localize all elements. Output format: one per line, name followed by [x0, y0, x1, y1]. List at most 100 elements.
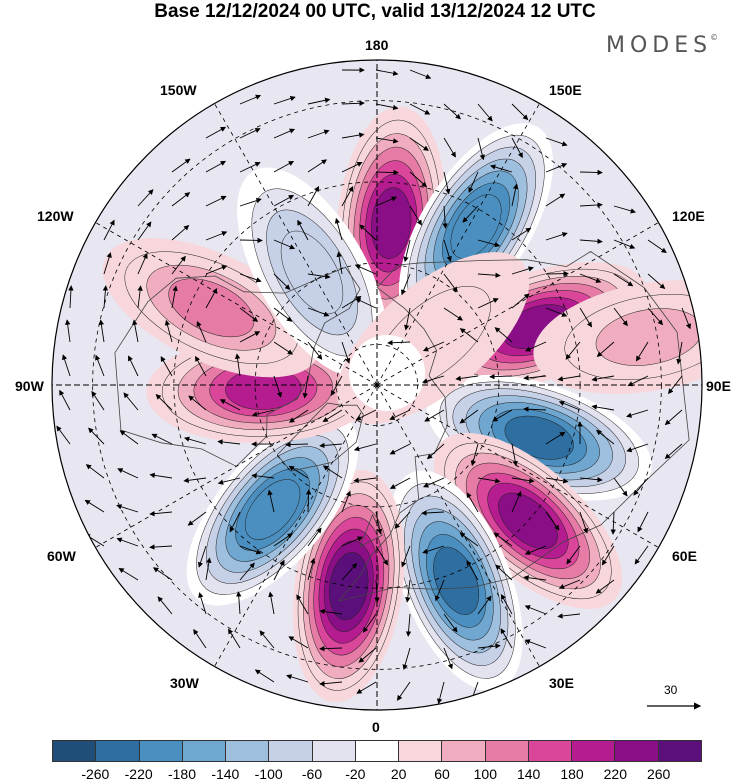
colorbar-swatch — [182, 741, 227, 761]
wind-vector — [132, 319, 139, 343]
wind-vector — [375, 169, 399, 176]
meridian — [95, 384, 378, 548]
wind-vector — [422, 545, 445, 554]
wind-vector — [149, 510, 173, 517]
colorbar-swatch — [528, 741, 573, 761]
colorbar-tick-label: 60 — [434, 766, 450, 782]
wind-vector — [579, 169, 603, 176]
wind-vector — [613, 239, 636, 249]
anomaly-contour — [168, 278, 255, 338]
wind-vector — [402, 647, 411, 670]
wind-vector — [171, 224, 190, 241]
wind-vector — [91, 390, 105, 411]
wind-vector — [259, 630, 275, 649]
wind-vector — [591, 404, 615, 411]
wind-vector — [103, 219, 115, 241]
wind-vector — [558, 400, 581, 411]
wind-vector — [470, 443, 479, 467]
colorbar-tick-label: -20 — [345, 766, 366, 782]
wind-vector — [403, 239, 411, 263]
colorbar-labels: -260 -220 -180 -140 -100 -60 -20 20 60 100 140 180 2… — [52, 766, 702, 782]
wind-vector — [273, 239, 296, 250]
wind-vector — [205, 195, 227, 207]
wind-vector — [330, 375, 343, 396]
meridian — [214, 103, 378, 386]
wind-vector — [389, 409, 411, 420]
wind-vector — [217, 439, 241, 445]
wind-vector — [558, 579, 581, 590]
wind-vector — [664, 409, 683, 426]
wind-vector — [273, 307, 293, 322]
wind-vector — [422, 341, 445, 352]
wind-vector — [171, 285, 178, 309]
lon-label-30w: 30W — [170, 675, 199, 691]
colorbar-tick-label: -100 — [254, 766, 283, 782]
colorbar-tick-label: 260 — [646, 766, 671, 782]
wind-vector — [267, 489, 275, 513]
wind-vector — [239, 198, 262, 207]
wind-vector — [459, 328, 479, 343]
wind-vector — [579, 273, 602, 283]
wind-vector — [341, 490, 351, 513]
wind-vector — [647, 273, 666, 290]
wind-vector — [523, 375, 547, 381]
page-title: Base 12/12/2024 00 UTC, valid 13/12/2024… — [154, 1, 596, 22]
anomaly-contour — [244, 479, 301, 540]
wind-vector — [477, 272, 501, 278]
wind-vector — [362, 613, 377, 633]
wind-vector — [285, 441, 309, 448]
wind-vector — [305, 489, 312, 513]
reference-vector-label: 30 — [664, 683, 678, 697]
wind-vector — [307, 159, 328, 173]
wind-vector — [466, 560, 479, 581]
lon-label-60e: 60E — [672, 548, 697, 564]
wind-vector — [358, 647, 377, 663]
wind-vector — [193, 629, 207, 649]
wind-vector — [319, 680, 343, 687]
wind-vector — [239, 307, 259, 322]
wind-vector — [341, 341, 351, 364]
wind-vector — [511, 266, 534, 275]
polar-cap — [349, 335, 425, 411]
wind-vector — [591, 375, 615, 382]
wind-vector — [375, 69, 399, 76]
wind-vector — [307, 185, 320, 207]
wind-vector — [118, 568, 139, 581]
wind-vector — [341, 100, 365, 106]
wind-vector — [494, 327, 513, 343]
wind-vector — [459, 409, 479, 424]
wind-vector — [137, 285, 143, 309]
wind-vector — [164, 319, 173, 343]
wind-vector — [273, 195, 295, 207]
wind-vector — [273, 160, 295, 173]
wind-vector — [389, 443, 411, 455]
wind-vector — [511, 490, 522, 513]
wind-vector — [545, 477, 569, 484]
wind-vector — [443, 647, 453, 670]
wind-vector — [557, 375, 581, 382]
wind-vector — [374, 579, 380, 603]
wind-vector — [251, 409, 275, 417]
colorbar-swatch — [53, 741, 97, 761]
wind-vector — [596, 429, 615, 445]
wind-vector — [443, 613, 458, 633]
colorbar-swatch — [355, 741, 400, 761]
modes-logo: MODES© — [606, 33, 718, 58]
wind-vector — [477, 137, 485, 161]
wind-vector — [394, 511, 411, 529]
wind-vector — [197, 545, 207, 568]
wind-vector — [219, 399, 241, 411]
wind-vector — [596, 341, 615, 358]
wind-vector — [98, 319, 105, 343]
wind-vector — [119, 430, 139, 445]
wind-vector — [59, 389, 71, 411]
wind-vector — [183, 477, 207, 484]
wind-vector — [239, 562, 255, 581]
wind-vector — [667, 375, 683, 395]
wind-vector — [236, 591, 242, 615]
wind-vector — [307, 97, 331, 105]
wind-vector — [405, 579, 411, 603]
wind-vector — [613, 273, 634, 287]
wind-vector — [229, 511, 241, 533]
wind-vector — [217, 477, 241, 485]
